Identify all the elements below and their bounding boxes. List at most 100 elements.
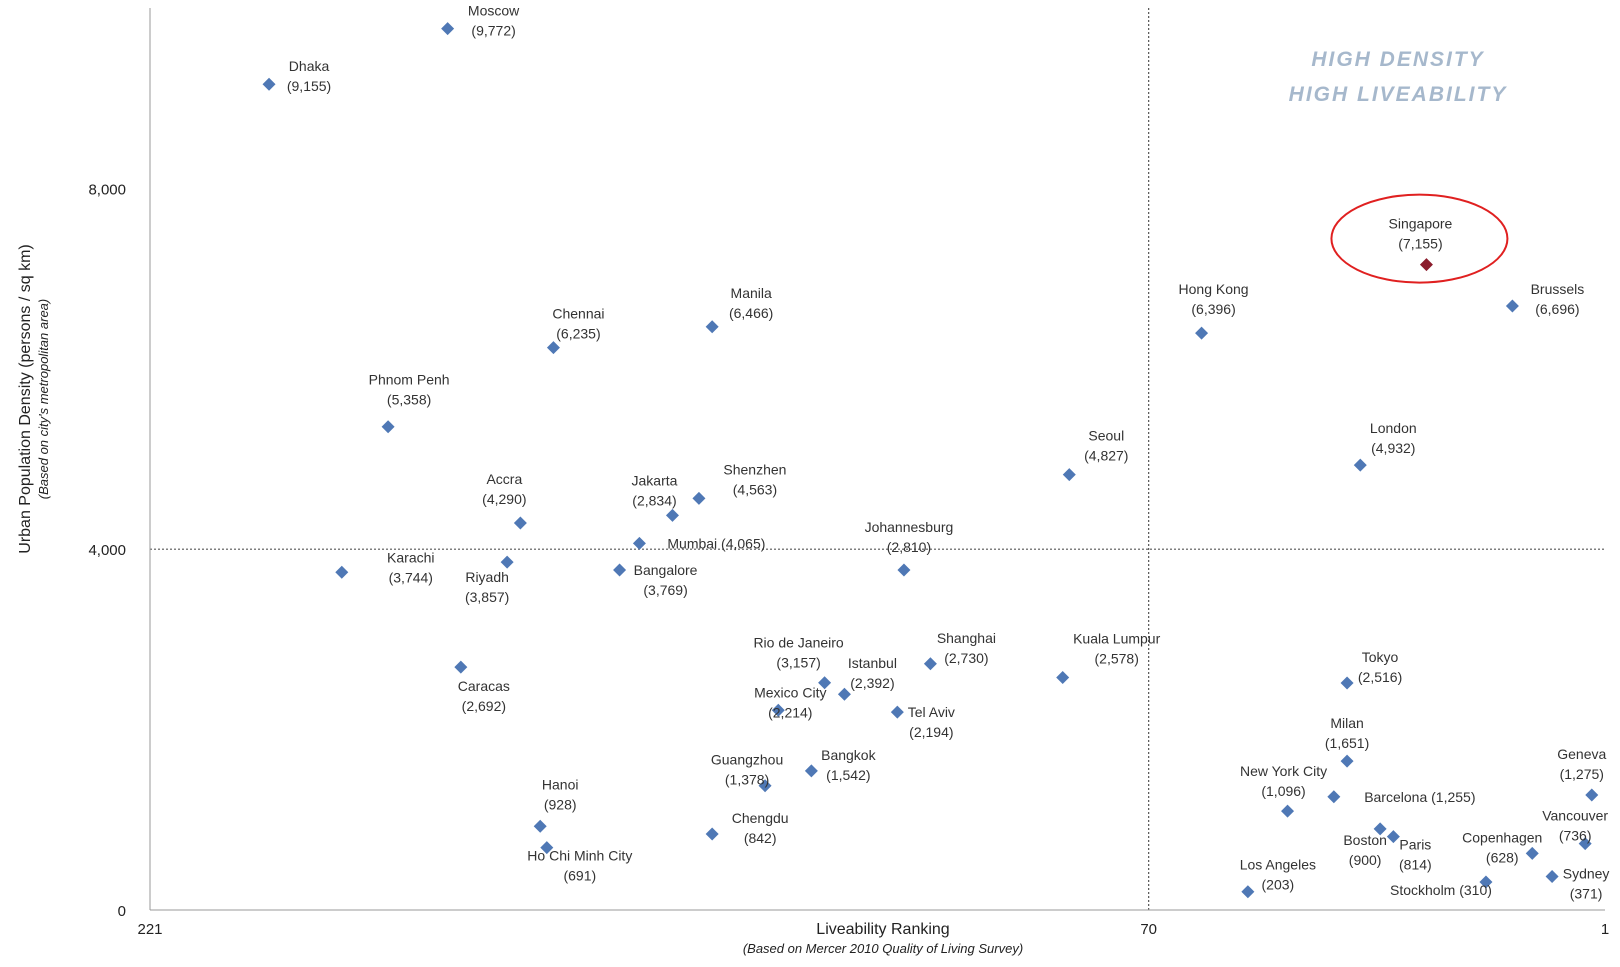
data-point-marker	[381, 420, 395, 434]
data-label-value: (3,744)	[389, 569, 433, 585]
data-point-marker	[1386, 830, 1400, 844]
point-barcelona: Barcelona (1,255)	[1327, 789, 1475, 805]
point-new-york-city: New York City (1,096)	[1240, 763, 1327, 818]
quadrant-note-line: HIGH LIVEABILITY	[1289, 83, 1508, 106]
point-seoul: Seoul (4,827)	[1062, 428, 1128, 482]
data-label-value: (4,932)	[1371, 440, 1415, 456]
data-label-value: (2,194)	[909, 724, 953, 740]
y-tick-label: 0	[118, 903, 126, 920]
data-label-value: (3,857)	[465, 589, 509, 605]
data-label-value: (2,692)	[462, 698, 506, 714]
quadrant-note: HIGH DENSITY HIGH LIVEABILITY	[1289, 48, 1508, 106]
point-chennai: Chennai (6,235)	[546, 306, 605, 355]
data-point-marker	[1062, 468, 1076, 482]
data-point-marker	[540, 841, 554, 855]
data-point-marker	[705, 320, 719, 334]
data-point-marker	[335, 565, 349, 579]
data-point-marker	[1545, 870, 1559, 884]
data-label-name: Kuala Lumpur	[1073, 630, 1161, 646]
point-bangalore: Bangalore (3,769)	[613, 562, 698, 598]
data-label-value: (9,155)	[287, 78, 331, 94]
point-los-angeles: Los Angeles (203)	[1240, 857, 1316, 899]
point-milan: Milan (1,651)	[1325, 715, 1369, 768]
point-vancouver: Vancouver (736)	[1542, 808, 1608, 851]
data-label-name: Johannesburg	[865, 519, 954, 535]
data-label-name: Stockholm (310)	[1390, 882, 1492, 898]
data-label-name: Manila	[731, 285, 772, 301]
data-label-name: Mumbai (4,065)	[667, 535, 765, 551]
point-phnom-penh: Phnom Penh (5,358)	[369, 372, 450, 434]
point-moscow: Moscow (9,772)	[441, 3, 520, 39]
data-label-value: (928)	[544, 796, 577, 812]
data-label-name: Sydney	[1563, 866, 1610, 882]
data-label-value: (900)	[1349, 852, 1382, 868]
point-paris: Paris (814)	[1386, 830, 1432, 873]
point-guangzhou: Guangzhou (1,378)	[711, 752, 783, 793]
data-point-marker	[1578, 837, 1592, 851]
data-point-marker	[1056, 670, 1070, 684]
data-label-value: (4,827)	[1084, 448, 1128, 464]
point-shenzhen: Shenzhen (4,563)	[692, 461, 786, 505]
data-label-name: Karachi	[387, 549, 434, 565]
data-label-value: (203)	[1262, 877, 1295, 893]
data-label-name: Hong Kong	[1179, 281, 1249, 297]
data-point-marker	[441, 22, 455, 36]
data-point-marker	[771, 703, 785, 717]
data-label-name: Phnom Penh	[369, 372, 450, 388]
data-label-name: Rio de Janeiro	[753, 635, 843, 651]
point-london: London (4,932)	[1353, 420, 1417, 472]
data-label-name: Tel Aviv	[908, 704, 955, 720]
point-mexico-city: Mexico City (2,214)	[754, 684, 826, 720]
point-ho-chi-minh-city: Ho Chi Minh City (691)	[527, 841, 632, 884]
data-point-marker	[758, 779, 772, 793]
point-caracas: Caracas (2,692)	[454, 660, 510, 714]
data-label-value: (628)	[1486, 849, 1519, 865]
data-point-marker	[454, 660, 468, 674]
data-label-value: (814)	[1399, 857, 1432, 873]
axes: 0 4,000 8,000 221 70 1 Liveability Ranking (Bas…	[17, 8, 1609, 956]
data-label-value: (6,696)	[1535, 301, 1579, 317]
point-brussels: Brussels (6,696)	[1505, 281, 1585, 317]
data-point-marker	[890, 705, 904, 719]
point-chengdu: Chengdu (842)	[705, 810, 789, 846]
data-label-name: Accra	[486, 471, 522, 487]
point-rio-de-janeiro: Rio de Janeiro (3,157)	[753, 635, 844, 690]
highlight-circle	[1330, 193, 1509, 284]
data-point-marker	[837, 687, 851, 701]
x-tick-label: 70	[1140, 921, 1157, 938]
data-label-name: Caracas	[458, 678, 510, 694]
data-label-value: (842)	[744, 830, 777, 846]
data-label-name: Bangalore	[634, 562, 698, 578]
data-label-value: (2,516)	[1358, 669, 1402, 685]
data-label-name: Bangkok	[821, 747, 876, 763]
point-sydney: Sydney (371)	[1545, 866, 1610, 902]
data-label-value: (2,214)	[768, 704, 812, 720]
data-point-marker	[500, 555, 514, 569]
data-point-marker	[705, 827, 719, 841]
data-point-marker	[1419, 258, 1433, 272]
data-label-name: Shanghai	[937, 630, 996, 646]
data-label-name: Shenzhen	[723, 461, 786, 477]
data-point-marker	[533, 819, 547, 833]
point-dhaka: Dhaka (9,155)	[262, 58, 331, 94]
data-label-value: (736)	[1559, 828, 1592, 844]
data-label-value: (4,290)	[482, 491, 526, 507]
point-singapore: Singapore (7,155)	[1389, 216, 1453, 272]
data-label-name: Brussels	[1531, 281, 1585, 297]
data-point-marker	[1585, 788, 1599, 802]
point-geneva: Geneva (1,275)	[1557, 746, 1606, 802]
data-label-name: Boston	[1343, 832, 1387, 848]
x-axis-subtitle: (Based on Mercer 2010 Quality of Living …	[743, 941, 1023, 956]
data-label-value: (3,157)	[776, 655, 820, 671]
data-label-value: (3,769)	[643, 582, 687, 598]
point-tokyo: Tokyo (2,516)	[1340, 649, 1402, 690]
point-copenhagen: Copenhagen (628)	[1462, 829, 1542, 865]
data-point-marker	[692, 491, 706, 505]
data-label-name: Mexico City	[754, 684, 826, 700]
data-point-marker	[513, 516, 527, 530]
quadrant-note-line: HIGH DENSITY	[1311, 48, 1484, 71]
data-label-name: Los Angeles	[1240, 857, 1316, 873]
point-bangkok: Bangkok (1,542)	[804, 747, 877, 783]
point-johannesburg: Johannesburg (2,810)	[865, 519, 954, 577]
